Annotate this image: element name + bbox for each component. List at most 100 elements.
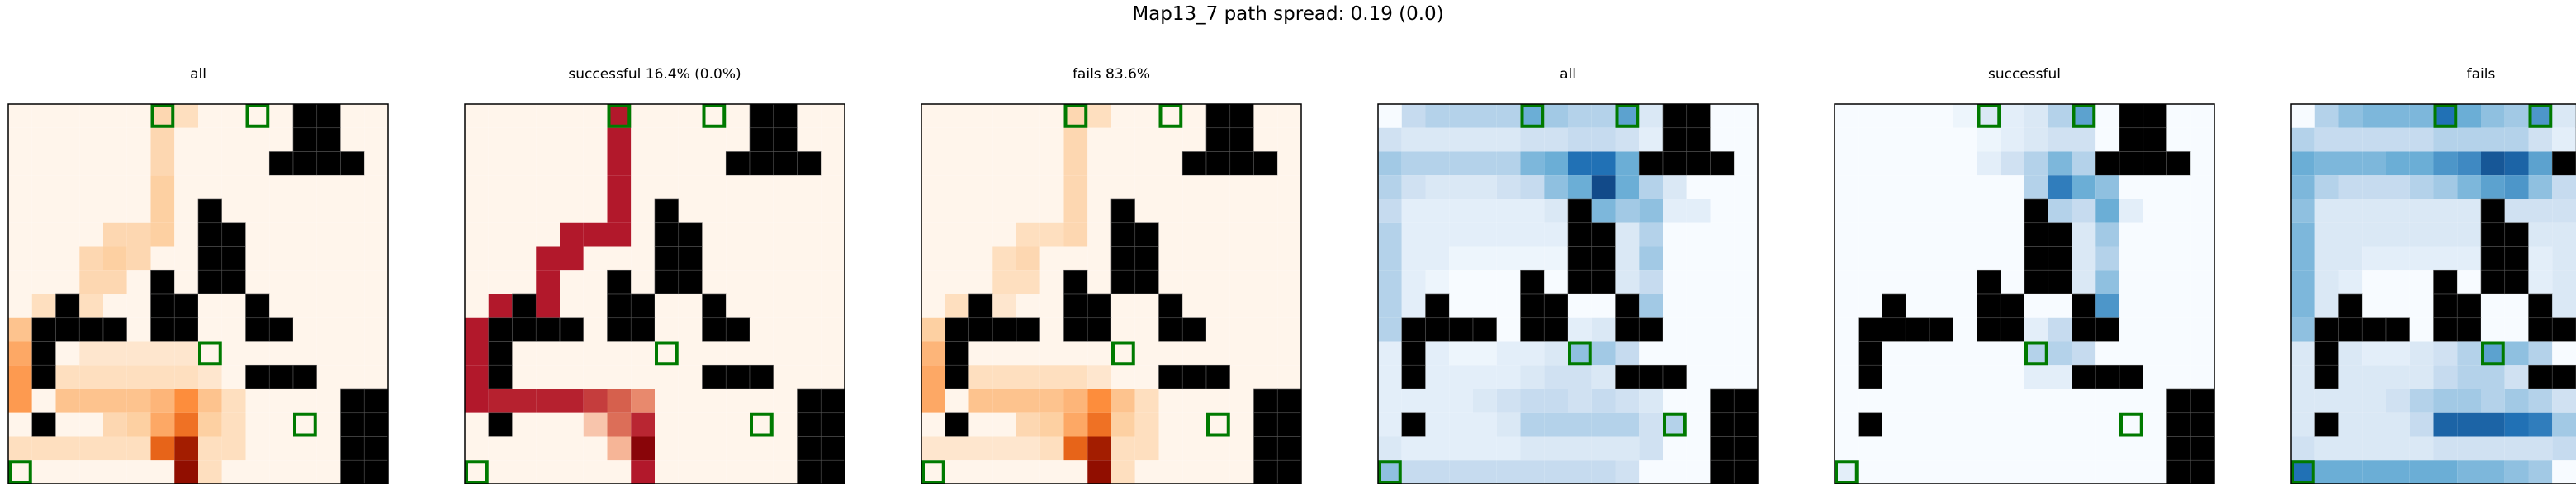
- heat-cell: [1568, 341, 1592, 366]
- heat-cell: [1449, 246, 1473, 271]
- heat-cell: [1882, 460, 1906, 484]
- heat-cell: [1882, 222, 1906, 247]
- heat-cell: [1615, 104, 1640, 128]
- heat-cell: [921, 412, 945, 437]
- heat-cell: [1253, 104, 1278, 128]
- panel-title: fails 83.6%: [1072, 66, 1151, 83]
- heat-cell: [2362, 127, 2386, 152]
- heat-cell: [1835, 341, 1859, 366]
- heat-cell: [198, 412, 222, 437]
- heat-cell: [773, 341, 798, 366]
- heat-cell: [2024, 127, 2048, 152]
- heat-cell: [1544, 104, 1568, 128]
- heat-cell: [583, 270, 608, 294]
- heat-cell: [55, 365, 80, 389]
- heat-cell: [1906, 151, 1930, 176]
- heat-cell: [79, 222, 103, 247]
- heat-cell: [1206, 270, 1230, 294]
- obstacle-cell: [992, 317, 1017, 342]
- heat-cell: [1858, 436, 1882, 461]
- heat-cell: [1663, 222, 1687, 247]
- heat-cell: [150, 460, 175, 484]
- goal-marker: [655, 341, 679, 366]
- heat-cell: [1496, 104, 1521, 128]
- heat-cell: [1953, 222, 1977, 247]
- heat-cell: [488, 175, 513, 199]
- heat-cell: [340, 199, 365, 223]
- heat-cell: [1158, 270, 1183, 294]
- heat-cell: [79, 365, 103, 389]
- goal-marker: [2024, 341, 2048, 366]
- heat-cell: [2048, 341, 2072, 366]
- heat-cell: [1473, 365, 1497, 389]
- heat-cell: [1425, 436, 1450, 461]
- obstacle-cell: [1425, 293, 1450, 319]
- obstacle-cell: [1110, 198, 1136, 224]
- heat-cell: [1906, 270, 1930, 294]
- heat-cell: [607, 460, 632, 484]
- heat-cell: [536, 460, 560, 484]
- obstacle-cell: [1520, 269, 1545, 295]
- heat-cell: [1229, 412, 1254, 437]
- obstacle-cell: [535, 317, 561, 342]
- heat-cell: [2001, 412, 2024, 437]
- heat-cell: [968, 104, 993, 128]
- heat-cell: [702, 389, 727, 413]
- obstacle-cell: [2385, 317, 2411, 342]
- heat-cell: [2338, 127, 2363, 152]
- heat-cell: [150, 127, 175, 152]
- heat-cell: [2338, 412, 2363, 437]
- heat-cell: [150, 246, 175, 271]
- obstacle-cell: [2119, 364, 2144, 390]
- heat-cell: [488, 222, 513, 247]
- heat-cell: [1615, 270, 1640, 294]
- heat-cell: [1039, 341, 1064, 366]
- heat-cell: [2001, 246, 2024, 271]
- heat-cell: [1378, 389, 1402, 413]
- heat-cell: [1378, 246, 1402, 271]
- heat-cell: [1134, 389, 1159, 413]
- obstacle-cell: [316, 151, 341, 176]
- heat-cell: [1182, 104, 1206, 128]
- obstacle-cell: [1567, 222, 1593, 247]
- heat-cell: [2024, 151, 2048, 176]
- heat-cell: [2072, 270, 2096, 294]
- heat-cell: [2291, 294, 2315, 318]
- obstacle-cell: [1205, 127, 1231, 152]
- heat-cell: [2409, 460, 2434, 484]
- heat-cell: [31, 127, 56, 152]
- heat-cell: [1544, 412, 1568, 437]
- heat-cell: [1401, 294, 1426, 318]
- heat-cell: [1858, 222, 1882, 247]
- heat-cell: [797, 341, 822, 366]
- heat-cell: [1087, 127, 1111, 152]
- heat-cell: [269, 341, 293, 366]
- heat-cell: [150, 412, 175, 437]
- heat-cell: [1182, 436, 1206, 461]
- obstacle-cell: [1401, 341, 1426, 366]
- heat-cell: [512, 246, 537, 271]
- obstacle-cell: [197, 246, 223, 271]
- heatmap-panel-3: fails 83.6%: [921, 0, 1302, 484]
- heat-cell: [1930, 127, 1953, 152]
- heat-cell: [2362, 294, 2386, 318]
- heat-cell: [2072, 222, 2096, 247]
- heat-cell: [31, 436, 56, 461]
- heat-cell: [2190, 317, 2214, 342]
- heat-cell: [1930, 436, 1953, 461]
- heat-cell: [1134, 436, 1159, 461]
- heat-cell: [150, 436, 175, 461]
- heat-cell: [631, 389, 655, 413]
- heat-cell: [126, 246, 151, 271]
- heat-cell: [126, 389, 151, 413]
- heat-cell: [465, 175, 489, 199]
- heat-cell: [8, 175, 32, 199]
- heat-cell: [1496, 294, 1521, 318]
- obstacle-cell: [654, 222, 680, 247]
- heat-cell: [750, 317, 774, 342]
- obstacle-cell: [2024, 269, 2049, 295]
- heat-cell: [2048, 127, 2072, 152]
- heat-cell: [1277, 317, 1301, 342]
- heat-cell: [1568, 104, 1592, 128]
- heat-cell: [1835, 151, 1859, 176]
